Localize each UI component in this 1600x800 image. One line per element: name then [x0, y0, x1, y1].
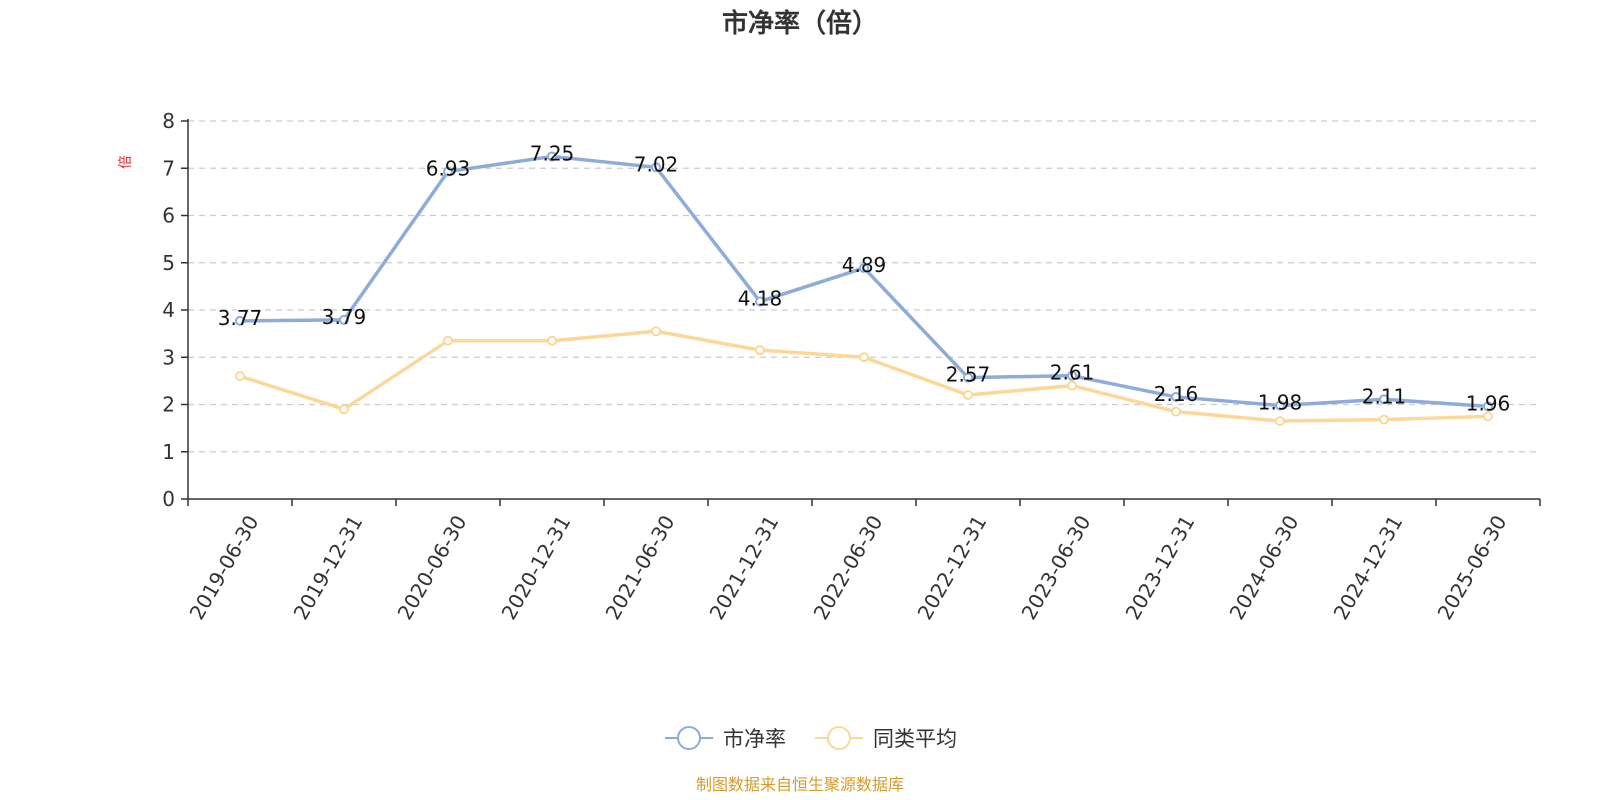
legend-marker — [827, 726, 851, 750]
y-tick-label: 4 — [162, 298, 175, 322]
data-label: 1.96 — [1466, 391, 1511, 415]
data-label: 3.77 — [218, 306, 263, 330]
data-point — [1171, 406, 1181, 417]
data-point — [443, 335, 453, 346]
series-lines — [235, 151, 1493, 427]
data-label: 6.93 — [426, 157, 471, 181]
x-tick-label: 2020-12-31 — [497, 511, 576, 624]
x-tick-label: 2022-12-31 — [913, 511, 992, 624]
data-point — [547, 335, 557, 346]
data-label: 2.11 — [1362, 384, 1407, 408]
data-point — [443, 166, 453, 177]
y-tick-label: 3 — [162, 345, 175, 369]
x-tick-label: 2023-06-30 — [1017, 511, 1096, 624]
data-point — [755, 296, 765, 307]
data-point — [755, 345, 765, 356]
data-label: 2.61 — [1050, 361, 1095, 385]
data-label: 1.98 — [1258, 390, 1303, 414]
y-tick-label: 6 — [162, 204, 175, 228]
data-point — [1483, 401, 1493, 412]
data-label: 4.89 — [842, 253, 887, 277]
data-point — [1275, 416, 1285, 427]
data-point — [339, 404, 349, 415]
x-tick-label: 2023-12-31 — [1121, 511, 1200, 624]
x-tick-label: 2021-12-31 — [705, 511, 784, 624]
x-tick-label: 2019-12-31 — [289, 511, 368, 624]
data-label: 2.57 — [946, 363, 991, 387]
legend-label: 同类平均 — [873, 727, 957, 751]
legend: 市净率 同类平均 — [665, 726, 957, 751]
data-point — [547, 151, 557, 162]
data-point — [1067, 380, 1077, 391]
data-point — [651, 162, 661, 173]
data-point — [651, 326, 661, 337]
y-tick-label: 5 — [162, 251, 175, 275]
data-point — [859, 262, 869, 273]
y-tick-label: 8 — [162, 109, 175, 133]
x-tick-label: 2025-06-30 — [1433, 511, 1512, 624]
data-point — [1171, 391, 1181, 402]
data-labels: 3.77 3.79 6.93 7.25 7.02 4.18 4.89 2.57 2.61 2.16… — [218, 141, 1511, 415]
data-point — [235, 371, 245, 382]
data-label: 4.18 — [738, 286, 783, 310]
legend-label: 市净率 — [723, 727, 786, 751]
data-label: 3.79 — [322, 305, 367, 329]
x-tick-label: 2020-06-30 — [393, 511, 472, 624]
axes: 0 1 2 3 4 5 6 7 8 2019-06-30 2019-12-31 2020-06-30 2… — [162, 109, 1541, 624]
chart-title: 市净率（倍） — [722, 8, 878, 39]
source-note: 制图数据来自恒生聚源数据库 — [696, 775, 904, 794]
data-label: 7.02 — [634, 152, 679, 176]
y-tick-label: 1 — [162, 440, 175, 464]
data-point — [859, 352, 869, 363]
data-point — [1379, 414, 1389, 425]
data-label: 2.16 — [1154, 382, 1199, 406]
y-tick-label: 2 — [162, 393, 175, 417]
x-tick-label: 2022-06-30 — [809, 511, 888, 624]
series-line — [239, 154, 1489, 409]
data-point — [1379, 394, 1389, 405]
data-point — [963, 372, 973, 383]
x-tick-label: 2019-06-30 — [185, 511, 264, 624]
x-tick-label: 2021-06-30 — [601, 511, 680, 624]
data-point — [1275, 400, 1285, 411]
y-axis-label: 倍 — [118, 155, 134, 169]
data-point — [235, 315, 245, 326]
x-tick-label: 2024-06-30 — [1225, 511, 1304, 624]
data-point — [1483, 411, 1493, 422]
legend-marker — [677, 726, 701, 750]
data-point — [1067, 370, 1077, 381]
y-tick-label: 7 — [162, 156, 175, 180]
data-point — [339, 314, 349, 325]
data-point — [963, 390, 973, 401]
data-label: 7.25 — [530, 141, 575, 165]
x-tick-label: 2024-12-31 — [1329, 511, 1408, 624]
y-tick-label: 0 — [162, 487, 175, 511]
